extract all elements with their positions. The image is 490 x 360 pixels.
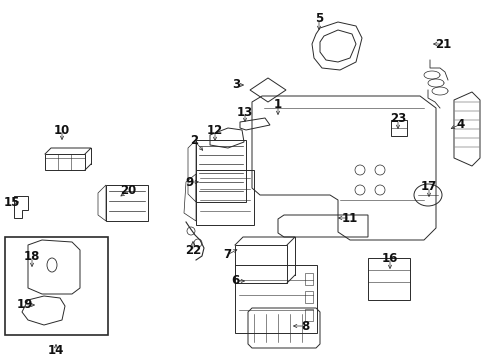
Text: 16: 16 [382,252,398,265]
Bar [368,258,410,300]
Text: 4: 4 [457,117,465,130]
Bar [235,265,317,333]
Text: 6: 6 [231,274,239,288]
Text: 1: 1 [274,98,282,111]
Bar [106,185,148,221]
Bar [196,140,246,202]
Text: 23: 23 [390,112,406,126]
Text: 10: 10 [54,123,70,136]
Text: 2: 2 [190,134,198,147]
Text: 3: 3 [232,78,240,91]
Bar [305,309,313,321]
Bar [235,245,287,283]
Bar [391,120,407,136]
Text: 22: 22 [185,244,201,257]
Text: 8: 8 [301,320,309,333]
Text: 7: 7 [223,248,231,261]
Text: 5: 5 [315,13,323,26]
Text: 9: 9 [185,175,193,189]
Text: 14: 14 [48,345,64,357]
Bar [305,273,313,285]
Bar [305,291,313,303]
Text: 20: 20 [120,184,136,198]
Bar [196,170,254,225]
Bar [5,237,108,335]
Text: 15: 15 [4,195,20,208]
Bar [45,154,85,170]
Text: 19: 19 [17,298,33,311]
Text: 21: 21 [435,37,451,50]
Text: 18: 18 [24,251,40,264]
Text: 12: 12 [207,125,223,138]
Text: 13: 13 [237,105,253,118]
Text: 11: 11 [342,211,358,225]
Text: 17: 17 [421,180,437,194]
